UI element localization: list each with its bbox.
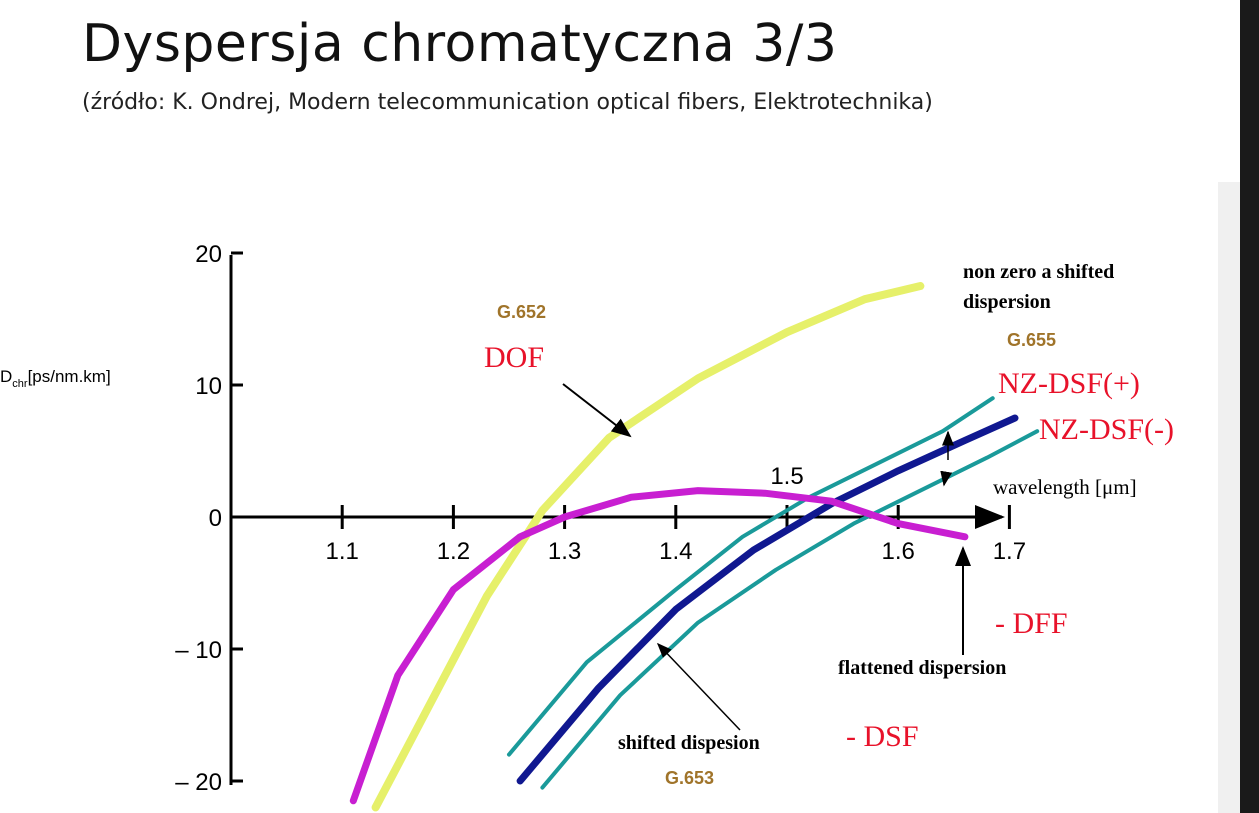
nzdsf-plus-label: NZ-DSF(+): [998, 367, 1140, 400]
y-tick-label: 20: [195, 241, 222, 268]
slide-subtitle: (źródło: K. Ondrej, Modern telecommunica…: [82, 90, 933, 115]
nzdsf-minus-label: NZ-DSF(-): [1039, 413, 1174, 446]
series-nzdsf-plus: [507, 396, 995, 757]
y-tick-label: – 10: [175, 637, 222, 664]
shifted-arrow: [656, 642, 741, 731]
x-tick-label: 1.5: [770, 463, 803, 490]
x-tick-label: 1.7: [993, 538, 1026, 565]
dof-label: DOF: [484, 341, 544, 374]
x-tick-label: 1.6: [882, 538, 915, 565]
series-layer: [349, 282, 1040, 812]
g652-label: G.652: [497, 302, 546, 322]
y-tick-label: – 20: [175, 769, 222, 796]
window-edge: [1240, 0, 1259, 813]
g655-label: G.655: [1007, 330, 1056, 350]
x-tick-label: 1.4: [659, 538, 692, 565]
x-tick-label: 1.2: [437, 538, 470, 565]
non-zero-label-2: dispersion: [963, 291, 1051, 313]
slide-title: Dyspersja chromatyczna 3/3: [82, 14, 838, 74]
nzdsf-arrow-bottom: [940, 470, 953, 487]
series-dof: [371, 282, 925, 812]
x-axis-label: wavelength [μm]: [993, 475, 1137, 499]
non-zero-label: non zero a shifted: [963, 261, 1114, 283]
y-tick-label: 10: [195, 373, 222, 400]
y-axis-label: Dchr[ps/nm.km]: [0, 367, 111, 390]
y-ticks: 20 10 0 – 10 – 20: [175, 241, 243, 796]
flattened-label: flattened dispersion: [838, 657, 1006, 679]
dff-label: - DFF: [995, 607, 1068, 640]
series-nzdsf-minus: [540, 429, 1040, 790]
series-dff: [349, 487, 969, 805]
dof-arrow: [562, 383, 632, 438]
g653-label: G.653: [665, 768, 714, 788]
dsf-label: - DSF: [846, 720, 919, 753]
x-tick-label: 1.3: [548, 538, 581, 565]
x-tick-label: 1.1: [326, 538, 359, 565]
x-ticks: 1.1 1.2 1.3 1.4 1.6 1.7 1.5: [326, 463, 1027, 565]
y-tick-label: 0: [209, 505, 222, 532]
shifted-label: shifted dispesion: [618, 732, 760, 754]
